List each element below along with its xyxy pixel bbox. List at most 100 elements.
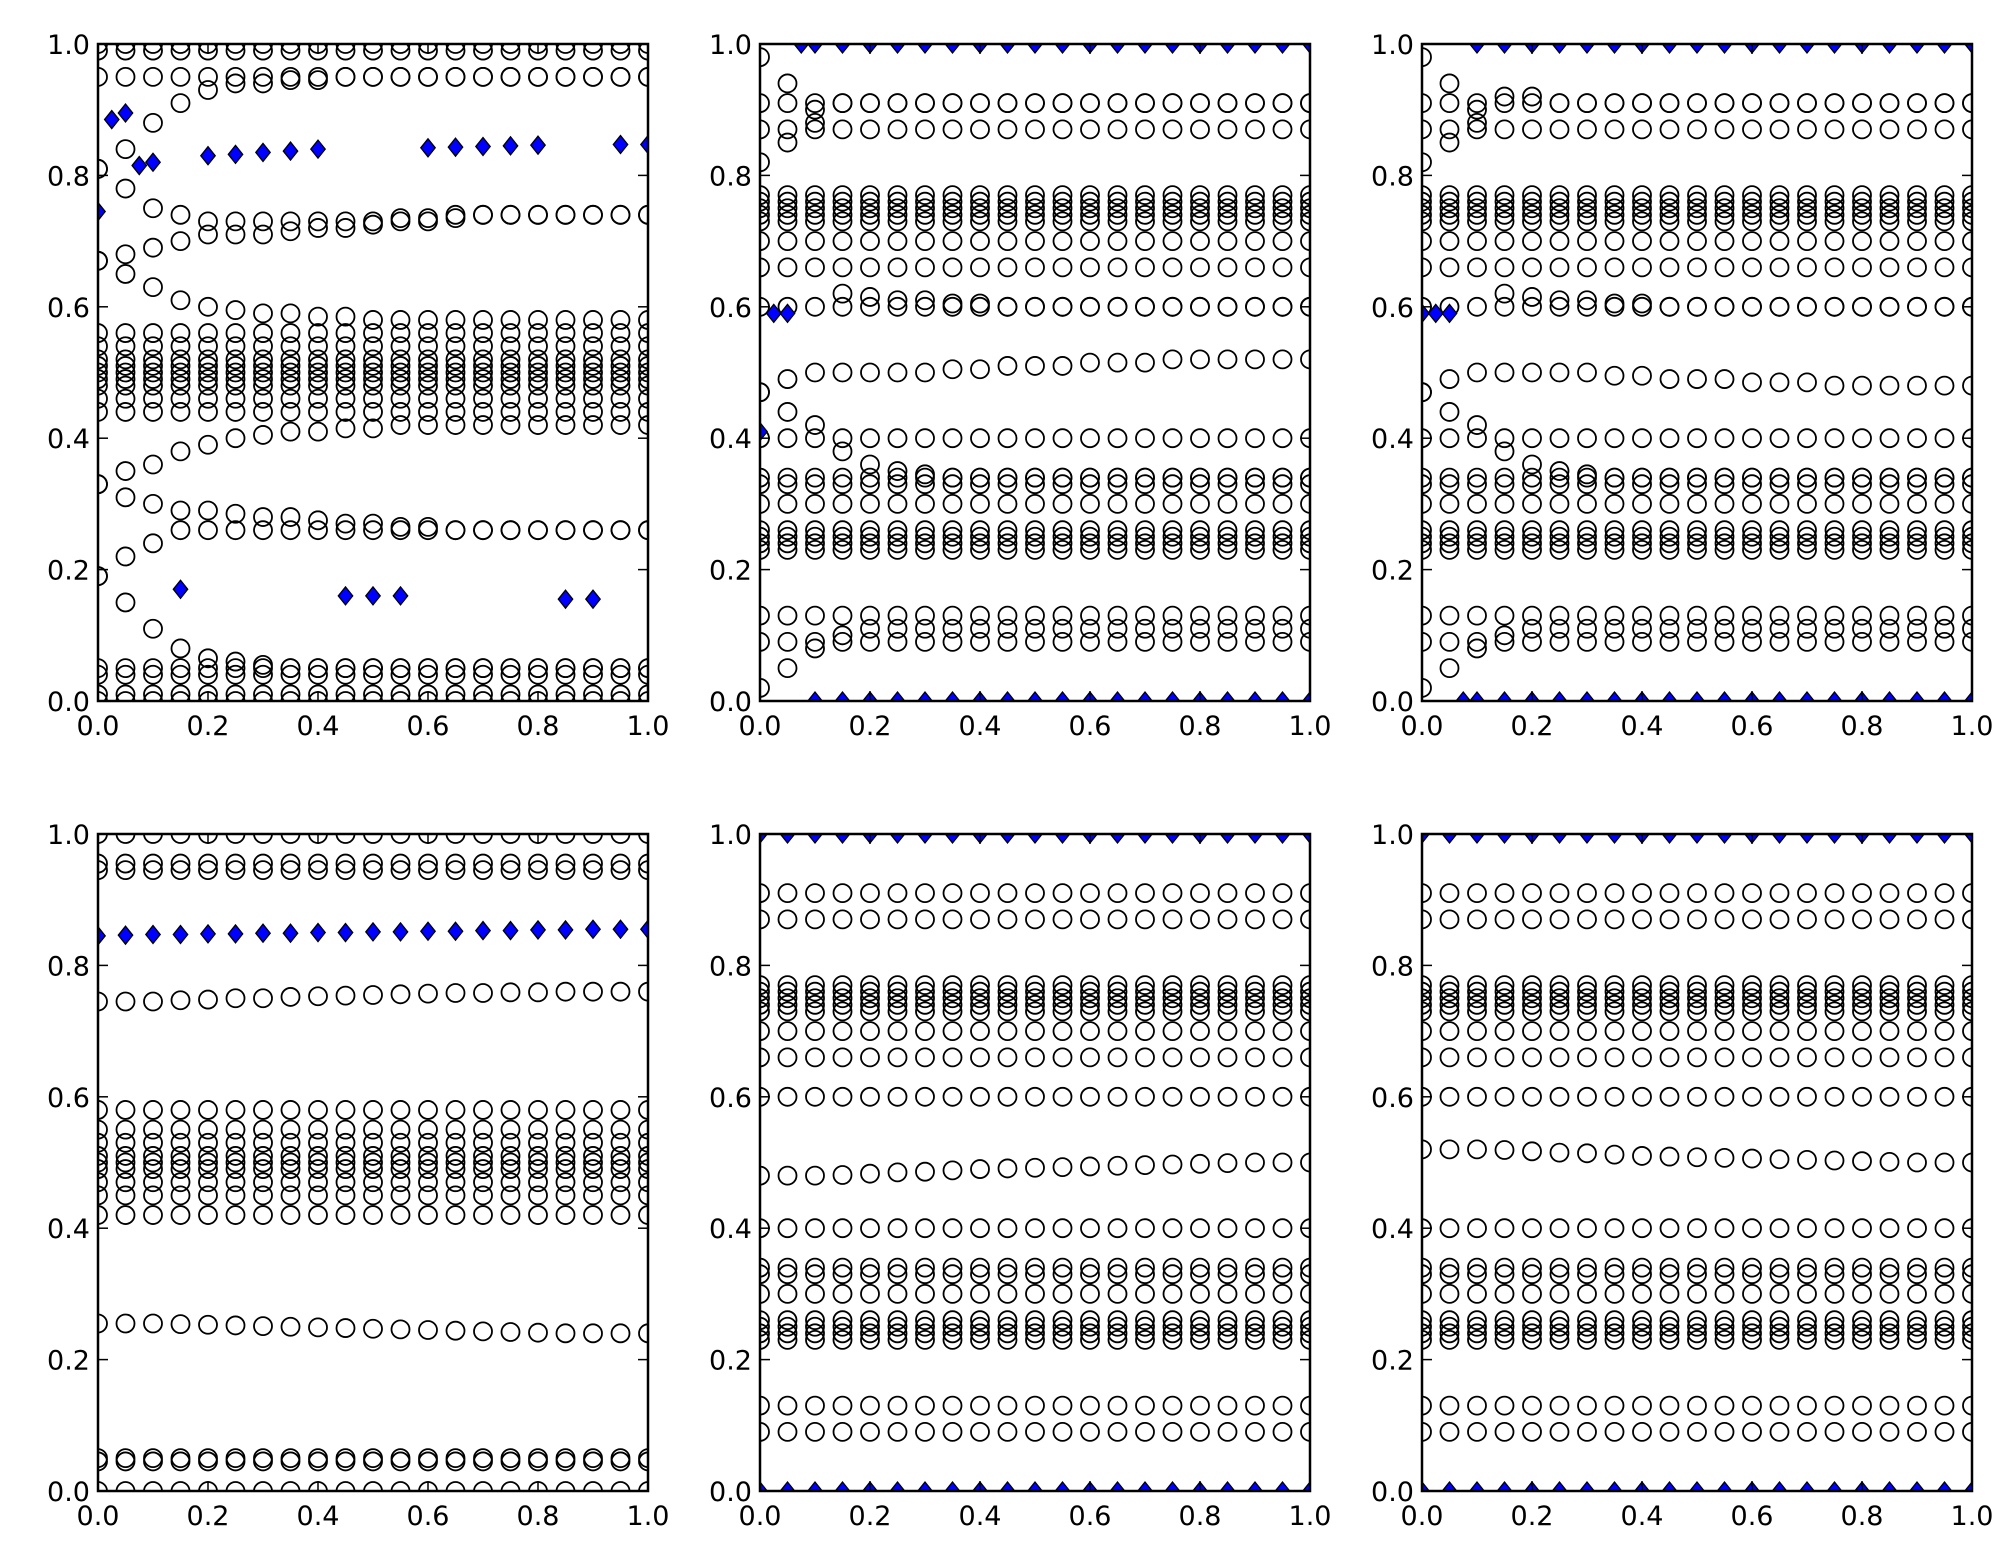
- circle-point: [1217, 1257, 1238, 1278]
- circle-point: [1852, 428, 1872, 449]
- circle-point: [1052, 981, 1073, 1002]
- circle-point: [335, 44, 356, 61]
- circle-point: [1742, 1284, 1762, 1304]
- circle-point: [832, 474, 853, 495]
- circle-point: [1190, 618, 1210, 639]
- circle-point: [610, 323, 631, 343]
- circle-point: [1879, 204, 1900, 225]
- circle-point: [1494, 296, 1515, 317]
- diamond-point: [889, 690, 906, 701]
- circle-point: [280, 336, 301, 357]
- y-tick-label: 0.8: [47, 951, 90, 982]
- circle-point: [832, 1421, 853, 1442]
- circle-point: [1549, 526, 1570, 547]
- circle-point: [1300, 1284, 1310, 1304]
- circle-point: [1494, 1395, 1515, 1416]
- circle-point: [1577, 493, 1597, 514]
- circle-point: [1907, 185, 1927, 206]
- circle-point: [760, 883, 770, 904]
- circle-point: [760, 494, 770, 514]
- circle-point: [1162, 467, 1183, 488]
- circle-point: [225, 1100, 246, 1120]
- circle-point: [887, 211, 908, 232]
- circle-point: [1549, 1329, 1570, 1350]
- circle-point: [1190, 1001, 1210, 1022]
- circle-point: [1687, 1264, 1707, 1285]
- circle-point: [777, 981, 798, 1002]
- circle-point: [1422, 185, 1432, 206]
- circle-point: [805, 93, 825, 114]
- circle-point: [555, 204, 576, 225]
- circle-point: [1190, 1021, 1210, 1041]
- circle-point: [915, 257, 935, 278]
- diamond-point: [1496, 690, 1513, 701]
- circle-point: [887, 526, 908, 547]
- circle-point: [915, 981, 935, 1002]
- circle-point: [1687, 369, 1707, 389]
- circle-point: [1824, 1284, 1845, 1304]
- circle-point: [225, 388, 246, 409]
- circle-point: [997, 1257, 1018, 1278]
- circle-point: [1824, 1329, 1845, 1350]
- circle-point: [1577, 526, 1597, 547]
- circle-point: [887, 290, 908, 311]
- circle-point: [1769, 257, 1790, 278]
- circle-point: [1852, 631, 1872, 652]
- circle-point: [610, 369, 631, 389]
- circle-point: [997, 257, 1018, 278]
- circle-point: [1934, 428, 1955, 449]
- data-points: [1422, 44, 1972, 701]
- circle-point: [335, 362, 356, 383]
- circle-point: [860, 526, 880, 547]
- circle-point: [555, 1172, 576, 1193]
- circle-point: [583, 388, 603, 409]
- circle-point: [115, 1132, 136, 1153]
- circle-point: [638, 1132, 648, 1153]
- circle-point: [832, 1001, 853, 1022]
- circle-point: [1245, 1323, 1265, 1344]
- circle-point: [1549, 1218, 1570, 1239]
- diamond-point: [1136, 44, 1154, 55]
- circle-point: [1245, 533, 1265, 554]
- circle-point: [1052, 526, 1073, 547]
- circle-point: [528, 1146, 548, 1166]
- circle-point: [1025, 474, 1045, 495]
- circle-point: [1217, 119, 1238, 140]
- circle-point: [1577, 257, 1597, 278]
- circle-point: [1522, 185, 1542, 206]
- circle-point: [1577, 1421, 1597, 1442]
- diamond-point: [1109, 834, 1126, 845]
- circle-point: [1052, 1001, 1073, 1022]
- circle-point: [915, 1323, 935, 1344]
- circle-point: [1632, 467, 1652, 488]
- circle-point: [1522, 93, 1542, 114]
- circle-point: [760, 526, 770, 547]
- circle-point: [832, 428, 853, 449]
- diamond-point: [1881, 834, 1898, 845]
- diamond-point: [1798, 690, 1816, 701]
- circle-point: [1107, 618, 1128, 639]
- circle-point: [1687, 1001, 1707, 1022]
- diamond-point: [1246, 690, 1264, 701]
- circle-point: [1080, 231, 1100, 252]
- circle-point: [1300, 618, 1310, 639]
- circle-point: [418, 211, 438, 232]
- circle-point: [942, 1021, 963, 1041]
- circle-point: [1962, 474, 1972, 495]
- circle-point: [1025, 204, 1045, 225]
- circle-point: [253, 1152, 273, 1173]
- circle-point: [583, 1119, 603, 1140]
- circle-point: [1162, 231, 1183, 252]
- circle-point: [1439, 994, 1460, 1015]
- diamond-point: [392, 585, 409, 606]
- circle-point: [610, 658, 631, 679]
- circle-point: [1052, 1395, 1073, 1416]
- circle-point: [1135, 526, 1155, 547]
- circle-point: [1962, 1316, 1972, 1337]
- circle-point: [1934, 526, 1955, 547]
- circle-point: [1769, 185, 1790, 206]
- circle-point: [1907, 1395, 1927, 1416]
- circle-point: [777, 1165, 798, 1186]
- circle-point: [638, 356, 648, 376]
- circle-point: [860, 981, 880, 1002]
